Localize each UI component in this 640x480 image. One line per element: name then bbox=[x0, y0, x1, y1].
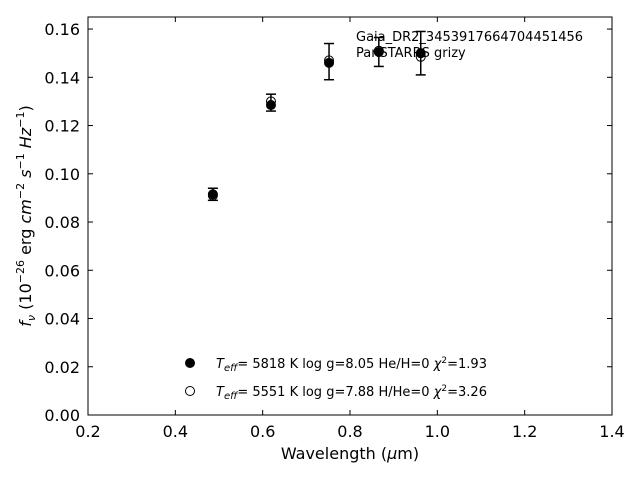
x-tick-label: 1.4 bbox=[599, 422, 624, 441]
x-tick-label: 1.2 bbox=[512, 422, 537, 441]
x-tick-label: 1.0 bbox=[425, 422, 450, 441]
legend-marker-filled bbox=[185, 358, 195, 368]
y-tick-label: 0.04 bbox=[44, 310, 80, 329]
y-tick-label: 0.16 bbox=[44, 20, 80, 39]
model-point-open bbox=[265, 96, 276, 107]
legend-entry-2: Teff= 5551 K log g=7.88 H/He=0 χ2=3.26 bbox=[216, 384, 487, 402]
data-marks bbox=[207, 30, 426, 202]
model-point-filled bbox=[265, 100, 276, 111]
x-tick-label: 0.4 bbox=[163, 422, 188, 441]
y-tick-label: 0.02 bbox=[44, 358, 80, 377]
legend-marker-open bbox=[185, 386, 195, 396]
axis-ticks: 0.2 0.4 0.6 0.8 1.0 1.2 1.4 0.00 0.02 0.04 0.06 0.0… bbox=[44, 17, 625, 441]
model-point-filled bbox=[324, 57, 335, 68]
model-point-open bbox=[324, 55, 335, 66]
annotation-line-1: Gaia_DR2_3453917664704451456 bbox=[356, 30, 583, 45]
legend: Teff= 5818 K log g=8.05 He/H=0 χ2=1.93 T… bbox=[185, 356, 487, 402]
y-tick-label: 0.08 bbox=[44, 213, 80, 232]
model-point-open bbox=[373, 45, 384, 56]
x-axis-label: Wavelength (μm) bbox=[281, 444, 419, 463]
annotation: Gaia_DR2_3453917664704451456 PanSTARRS g… bbox=[356, 30, 583, 61]
y-tick-label: 0.06 bbox=[44, 261, 80, 280]
x-tick-label: 0.8 bbox=[337, 422, 362, 441]
plot-frame bbox=[87, 16, 613, 416]
y-tick-label: 0.12 bbox=[44, 117, 80, 136]
legend-entry-1: Teff= 5818 K log g=8.05 He/H=0 χ2=1.93 bbox=[216, 356, 487, 374]
y-axis-label: fν (10−26 erg cm−2 s−1 Hz−1) bbox=[14, 105, 38, 326]
y-tick-label: 0.00 bbox=[44, 406, 80, 425]
annotation-line-2: PanSTARRS grizy bbox=[356, 46, 466, 61]
model-point-open bbox=[207, 190, 218, 201]
y-tick-label: 0.10 bbox=[44, 165, 80, 184]
model-point-filled bbox=[415, 48, 426, 59]
y-tick-label: 0.14 bbox=[44, 68, 80, 87]
x-tick-label: 0.2 bbox=[75, 422, 100, 441]
model-point-open bbox=[415, 51, 426, 62]
x-tick-label: 0.6 bbox=[250, 422, 275, 441]
